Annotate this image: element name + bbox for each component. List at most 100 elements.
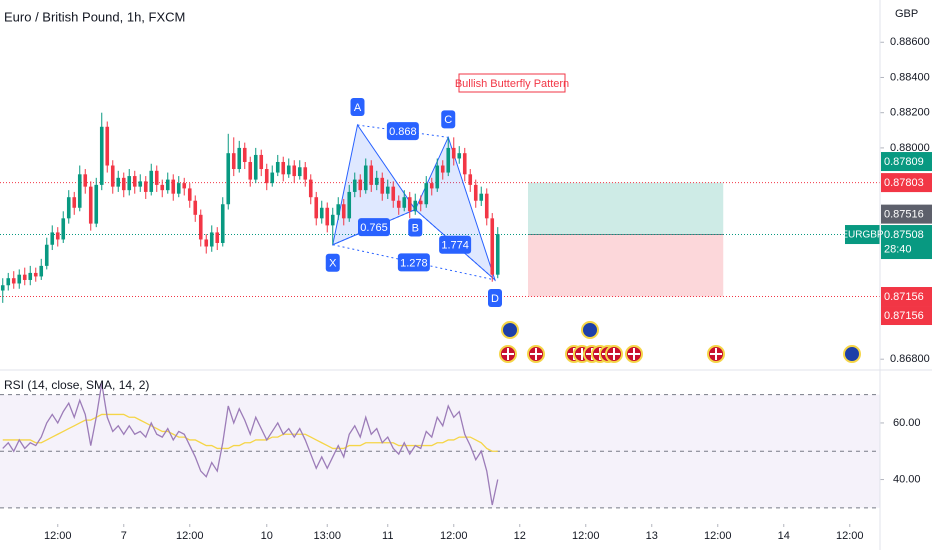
point-label: C — [444, 114, 452, 126]
candle-body — [446, 147, 451, 173]
ratio-label: 0.868 — [389, 126, 417, 138]
symbol-tag: EURGBP — [841, 230, 884, 241]
candle-body — [358, 179, 363, 191]
point-box — [350, 98, 365, 117]
uk-event[interactable] — [625, 345, 643, 363]
point-box — [441, 110, 456, 129]
candle-body — [138, 181, 143, 187]
ratio-label: 1.278 — [400, 257, 428, 269]
y-tick-label: 0.88400 — [890, 71, 930, 83]
candle-body — [55, 232, 60, 240]
x-tick-label: 12:00 — [176, 530, 204, 542]
y-tick-label: 0.88600 — [890, 36, 930, 48]
candle-body — [281, 161, 286, 175]
candle-body — [374, 177, 379, 185]
candle-body — [336, 204, 341, 215]
candle-body — [154, 170, 159, 185]
countdown: 28:40 — [884, 243, 912, 255]
point-label: B — [412, 222, 419, 234]
y-tick-label: 0.88000 — [890, 142, 930, 154]
candle-body — [50, 232, 55, 245]
annotation-box[interactable] — [458, 73, 566, 93]
candle-body — [77, 174, 82, 208]
point-label: D — [491, 293, 499, 305]
rsi-tick-label: 40.00 — [893, 473, 921, 485]
x-tick-label: 12:00 — [440, 530, 468, 542]
price-label: 0.87809 — [884, 156, 924, 168]
candle-body — [72, 197, 77, 208]
y-tick-label: 0.86800 — [890, 353, 930, 365]
candle-body — [352, 179, 357, 192]
candle-body — [429, 183, 434, 189]
candle-body — [176, 183, 181, 194]
point-label: X — [329, 258, 337, 270]
candle-body — [248, 161, 253, 180]
y-tick-label: 0.88200 — [890, 107, 930, 119]
ratio-label: 1.774 — [441, 240, 469, 252]
candle-body — [292, 165, 297, 177]
ratio-box — [358, 218, 390, 237]
candle-body — [198, 214, 203, 240]
x-tick-label: 7 — [121, 530, 127, 542]
symbol-tag-box — [845, 225, 880, 245]
candle-body — [473, 184, 478, 201]
candle-body — [187, 188, 192, 201]
candle-body — [116, 177, 121, 187]
x-tick-label: 14 — [778, 530, 790, 542]
eu-event[interactable] — [843, 345, 861, 363]
candle-body — [121, 177, 126, 191]
candle-body — [226, 153, 231, 205]
target-zone — [528, 182, 724, 235]
ratio-label: 0.765 — [360, 222, 388, 234]
uk-event[interactable] — [707, 345, 725, 363]
x-tick-label: 12:00 — [836, 530, 864, 542]
candle-body — [413, 200, 418, 212]
candle-body — [39, 265, 44, 277]
candle-body — [22, 274, 27, 280]
candle-body — [149, 170, 154, 192]
price-label: 0.87803 — [884, 177, 924, 189]
uk-event[interactable] — [605, 345, 623, 363]
candle-body — [231, 153, 236, 170]
price-label-box — [881, 225, 932, 260]
point-box — [488, 288, 502, 307]
candle-body — [495, 234, 500, 275]
candle-body — [264, 169, 269, 184]
candle-body — [209, 232, 214, 247]
price-label-box — [881, 306, 932, 326]
candle-body — [297, 167, 302, 177]
candle-body — [61, 218, 66, 240]
price-label: 0.87156 — [884, 310, 924, 322]
currency-label: GBP — [895, 8, 918, 20]
eu-event[interactable] — [501, 321, 519, 339]
candle-body — [385, 186, 390, 194]
candle-body — [215, 232, 220, 243]
candle-body — [451, 147, 456, 159]
candle-body — [402, 197, 407, 208]
x-tick-label: 12:00 — [572, 530, 600, 542]
candle-body — [44, 244, 49, 266]
candle-body — [105, 126, 110, 166]
candle-body — [165, 179, 170, 191]
candle-body — [407, 197, 412, 212]
x-tick-label: 10 — [261, 530, 273, 542]
ratio-box — [439, 235, 472, 254]
eu-event[interactable] — [581, 321, 599, 339]
candle-body — [99, 126, 104, 185]
candle-body — [220, 204, 225, 243]
candle-body — [347, 191, 352, 219]
candle-body — [17, 274, 22, 284]
rsi-title: RSI (14, close, SMA, 14, 2) — [4, 378, 149, 392]
candle-body — [457, 153, 462, 159]
candle-body — [270, 172, 275, 184]
candle-body — [490, 218, 495, 275]
uk-event[interactable] — [499, 345, 517, 363]
uk-event[interactable] — [527, 345, 545, 363]
candle-body — [462, 153, 467, 175]
price-label: 0.87516 — [884, 209, 924, 221]
price-label: 0.87156 — [884, 291, 924, 303]
candle-body — [110, 165, 115, 187]
candle-body — [341, 204, 346, 219]
x-tick-label: 12:00 — [704, 530, 732, 542]
